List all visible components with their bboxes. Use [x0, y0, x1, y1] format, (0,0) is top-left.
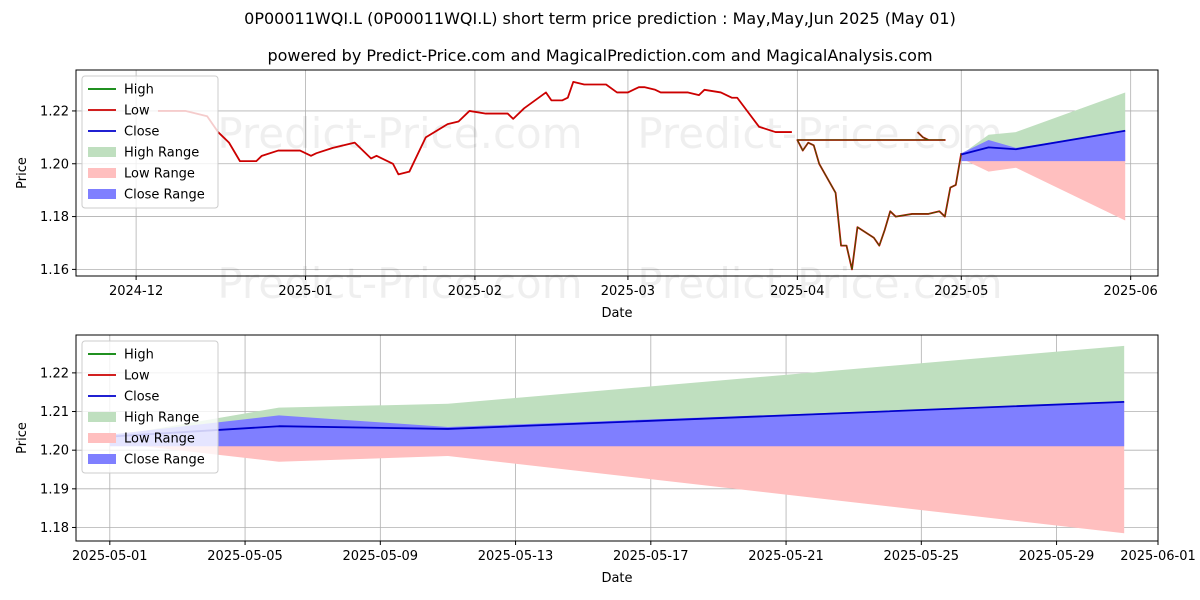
legend-label: Low	[124, 104, 150, 119]
x-tick-label: 2025-05-05	[207, 549, 283, 564]
watermark-text: Predict-Price.com	[637, 259, 1002, 308]
legend-patch-swatch	[88, 433, 116, 443]
chart-title: 0P00011WQI.L (0P00011WQI.L) short term p…	[244, 9, 956, 28]
y-axis-label: Price	[15, 422, 30, 454]
chart-panel-1: Predict-Price.com Predict-Price.com Predic…	[15, 69, 1159, 321]
y-tick-label: 1.18	[40, 210, 69, 225]
axes-frame	[75, 334, 1159, 542]
legend-label: High	[124, 83, 154, 98]
y-tick-label: 1.19	[40, 482, 69, 497]
x-axis-label: Date	[601, 571, 632, 586]
x-tick-label: 2025-05-29	[1019, 549, 1095, 564]
x-tick-label: 2025-01	[278, 284, 332, 299]
high-history-line-april	[797, 131, 962, 270]
x-tick-label: 2025-05-09	[343, 549, 419, 564]
watermark-text: Predict-Price.com	[637, 109, 1002, 158]
watermark-text: Predict-Price.com	[217, 259, 582, 308]
legend-patch-swatch	[88, 189, 116, 199]
x-tick-label: 2025-04	[770, 284, 824, 299]
y-tick-label: 1.22	[40, 104, 69, 119]
legend-patch-swatch	[88, 412, 116, 422]
chart-panel-2: Predict-Price.comPredict-Price.com2025-0…	[15, 334, 1196, 586]
close-forecast-line	[961, 129, 1126, 156]
x-tick-label: 2025-05	[934, 284, 988, 299]
legend-label: High Range	[124, 146, 199, 161]
x-tick-label: 2025-03	[601, 284, 655, 299]
x-tick-label: 2025-05-01	[72, 549, 148, 564]
legend-label: High Range	[124, 411, 199, 426]
legend-label: Close	[124, 390, 159, 405]
legend-label: Low	[124, 369, 150, 384]
x-tick-label: 2025-05-13	[478, 549, 554, 564]
x-axis-label: Date	[601, 306, 632, 321]
y-tick-label: 1.20	[40, 444, 69, 459]
legend-label: High	[124, 348, 154, 363]
legend-label: Low Range	[124, 167, 195, 182]
legend-label: Low Range	[124, 432, 195, 447]
legend-label: Close	[124, 125, 159, 140]
y-tick-label: 1.21	[40, 405, 69, 420]
y-axis-label: Price	[15, 157, 30, 189]
x-tick-label: 2025-02	[448, 284, 502, 299]
low-history-line	[157, 80, 792, 176]
x-tick-label: 2025-05-17	[613, 549, 689, 564]
x-tick-label: 2025-05-25	[884, 549, 960, 564]
x-tick-label: 2025-06	[1104, 284, 1158, 299]
high-range-band	[109, 345, 1125, 437]
close-range-band	[109, 401, 1125, 447]
x-tick-label: 2025-05-21	[748, 549, 824, 564]
legend-patch-swatch	[88, 454, 116, 464]
plot-area	[109, 345, 1125, 534]
y-tick-label: 1.22	[40, 366, 69, 381]
y-tick-label: 1.16	[40, 263, 69, 278]
plot-area	[157, 80, 1126, 271]
chart-subtitle: powered by Predict-Price.com and Magical…	[267, 46, 933, 65]
legend-label: Close Range	[124, 188, 205, 203]
legend-patch-swatch	[88, 147, 116, 157]
x-tick-label: 2025-06-01	[1120, 549, 1196, 564]
y-tick-label: 1.20	[40, 157, 69, 172]
x-tick-label: 2024-12	[109, 284, 163, 299]
watermark-text: Predict-Price.com	[217, 109, 582, 158]
y-tick-label: 1.18	[40, 521, 69, 536]
legend-label: Close Range	[124, 453, 205, 468]
legend-patch-swatch	[88, 168, 116, 178]
axes-frame	[75, 69, 1159, 277]
high-range-band	[961, 92, 1126, 155]
